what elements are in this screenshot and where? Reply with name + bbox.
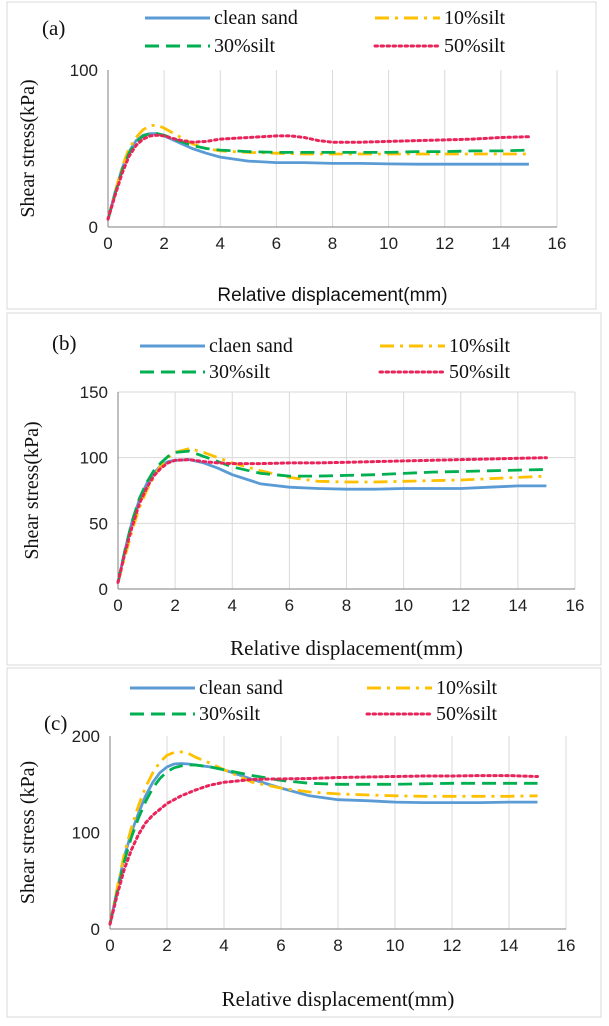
x-tick-label: 14 [508, 596, 527, 615]
x-tick-label: 12 [451, 596, 470, 615]
y-tick-label: 150 [80, 383, 108, 402]
y-tick-label: 50 [89, 514, 108, 533]
x-axis-title: Relative displacement(mm) [217, 285, 447, 306]
panel-frame [6, 1, 597, 310]
series-line-1 [108, 750, 538, 925]
legend-label: claen sand [209, 335, 293, 357]
x-tick-label: 16 [557, 936, 576, 955]
y-axis-title: Shear stress (kPa) [17, 761, 39, 904]
legend-label: 10%silt [436, 677, 498, 699]
series-line-0 [116, 458, 547, 583]
x-tick-label: 0 [103, 234, 112, 253]
panel-label: (a) [42, 16, 65, 40]
y-tick-label: 100 [72, 824, 100, 843]
x-tick-label: 10 [386, 936, 405, 955]
series-line-3 [116, 456, 548, 584]
x-tick-label: 14 [491, 234, 510, 253]
x-tick-label: 16 [566, 596, 585, 615]
x-tick-label: 14 [500, 936, 519, 955]
series-line-3 [108, 774, 539, 926]
x-tick-label: 8 [328, 234, 337, 253]
legend-label: 30%silt [214, 35, 276, 57]
x-tick-label: 12 [435, 234, 454, 253]
chart-panel-0: 0 2 4 6 8 10 12 14 16 0 100 clean sand 10%silt 30%sil… [6, 1, 597, 310]
y-tick-label: 100 [70, 61, 98, 80]
x-tick-label: 10 [394, 596, 413, 615]
series-line-2 [108, 763, 538, 925]
legend-label: clean sand [214, 7, 298, 29]
series-line-0 [106, 132, 529, 220]
series-line-2 [116, 449, 547, 583]
panel-label: (b) [52, 331, 77, 355]
y-tick-label: 0 [99, 580, 108, 599]
legend-label: 30%silt [209, 361, 271, 383]
y-tick-label: 0 [89, 218, 98, 237]
legend-label: 50%silt [444, 35, 506, 57]
legend-label: clean sand [199, 677, 283, 699]
series-line-1 [116, 447, 547, 583]
y-axis-title: Shear stress(kPa) [21, 421, 43, 559]
x-tick-label: 4 [219, 936, 228, 955]
chart-panel-2: 0 2 4 6 8 10 12 14 16 0 100 200 clean sand 10%silt 30%… [6, 667, 602, 1018]
legend-label: 10%silt [449, 335, 511, 357]
y-tick-label: 100 [80, 449, 108, 468]
x-tick-label: 2 [162, 936, 171, 955]
y-tick-label: 0 [91, 920, 100, 939]
x-tick-label: 10 [379, 234, 398, 253]
series-line-1 [106, 123, 529, 220]
x-tick-label: 6 [272, 234, 281, 253]
x-tick-label: 8 [342, 596, 351, 615]
legend-label: 30%silt [199, 703, 261, 725]
x-tick-label: 0 [105, 936, 114, 955]
x-tick-label: 4 [228, 596, 237, 615]
y-tick-label: 200 [72, 727, 100, 746]
series-line-3 [106, 133, 531, 221]
chart-panel-1: 0 2 4 6 8 10 12 14 16 0 50 100 150 claen sand 10%silt 3… [6, 312, 602, 666]
panel-frame [6, 667, 602, 1018]
x-axis-title: Relative displacement(mm) [222, 987, 455, 1011]
x-tick-label: 12 [443, 936, 462, 955]
x-tick-label: 8 [333, 936, 342, 955]
x-tick-label: 6 [276, 936, 285, 955]
x-tick-label: 6 [285, 596, 294, 615]
x-tick-label: 2 [159, 234, 168, 253]
x-tick-label: 4 [216, 234, 225, 253]
x-tick-label: 2 [170, 596, 179, 615]
x-tick-label: 0 [113, 596, 122, 615]
legend-label: 50%silt [436, 703, 498, 725]
legend-label: 10%silt [444, 7, 506, 29]
legend-label: 50%silt [449, 361, 511, 383]
x-tick-label: 16 [548, 234, 567, 253]
x-axis-title: Relative displacement(mm) [230, 636, 463, 660]
y-axis-title: Shear stress(kPa) [17, 79, 39, 217]
panel-label: (c) [44, 711, 67, 735]
